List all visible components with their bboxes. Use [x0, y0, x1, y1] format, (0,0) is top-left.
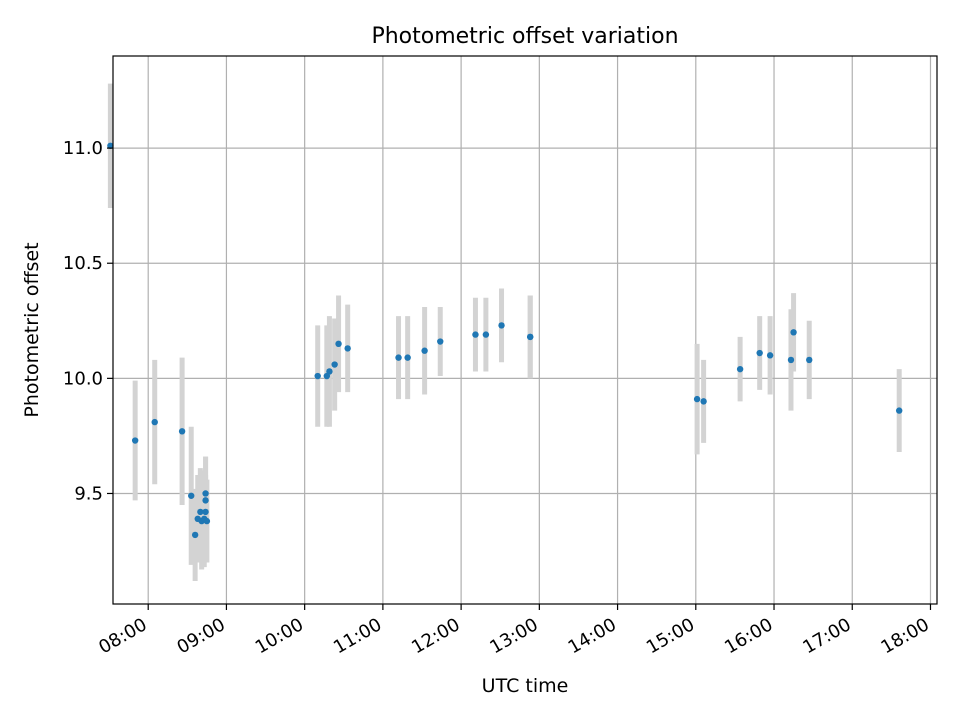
- data-point: [756, 349, 763, 357]
- data-point: [188, 492, 195, 499]
- data-point: [202, 508, 209, 516]
- data-point: [197, 508, 204, 516]
- plot-frame: [112, 55, 938, 605]
- data-point: [107, 142, 114, 149]
- x-axis-label: UTC time: [482, 675, 569, 697]
- data-point: [736, 365, 744, 373]
- chart-title: Photometric offset variation: [371, 24, 678, 49]
- data-point: [766, 352, 774, 359]
- data-point: [326, 368, 333, 375]
- data-point: [202, 490, 209, 497]
- data-point: [693, 395, 701, 403]
- data-point: [178, 428, 186, 435]
- y-tick-label: 11.0: [63, 138, 103, 159]
- data-point: [191, 531, 199, 539]
- data-point: [472, 331, 479, 338]
- y-tick-label: 9.5: [74, 483, 103, 504]
- data-point: [790, 329, 797, 336]
- data-point: [806, 356, 813, 364]
- data-point: [498, 322, 505, 329]
- data-point: [202, 497, 209, 504]
- grid-lines: [113, 56, 937, 604]
- data-point: [700, 398, 707, 405]
- data-point: [344, 345, 351, 352]
- data-point: [331, 361, 338, 368]
- data-point: [787, 356, 795, 364]
- data-point: [404, 354, 411, 361]
- data-point: [421, 347, 428, 354]
- y-tick-label: 10.0: [63, 368, 103, 389]
- data-point: [314, 372, 321, 380]
- data-point: [151, 418, 158, 426]
- data-point: [482, 331, 490, 338]
- data-points: [107, 142, 903, 539]
- data-point: [335, 340, 342, 348]
- data-point: [203, 517, 211, 525]
- data-point: [131, 437, 139, 444]
- data-point: [395, 354, 402, 361]
- data-point: [895, 407, 903, 414]
- y-tick-label: 10.5: [63, 253, 103, 274]
- data-point: [437, 338, 444, 345]
- data-point: [527, 333, 534, 341]
- y-axis-label: Photometric offset: [21, 242, 43, 417]
